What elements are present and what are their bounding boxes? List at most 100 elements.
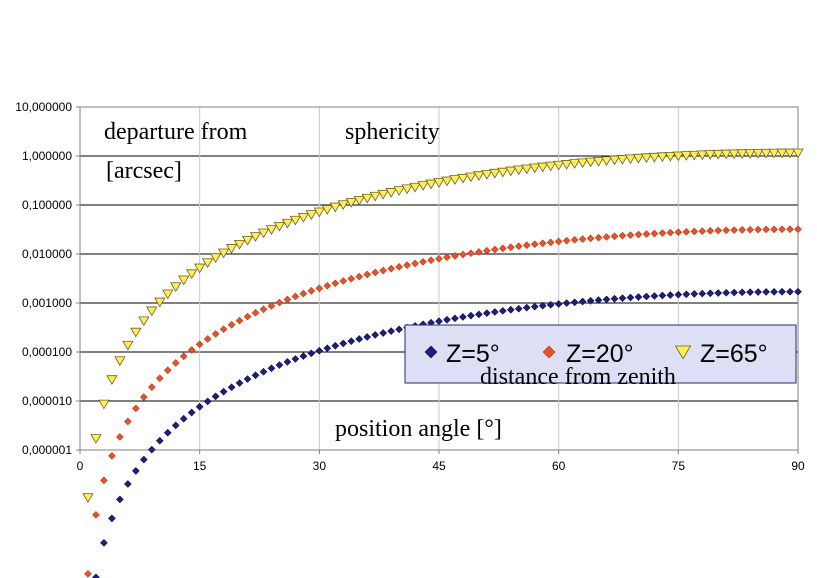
data-point <box>682 290 691 299</box>
data-point <box>307 349 316 358</box>
data-point <box>690 290 699 298</box>
data-point <box>594 296 603 304</box>
data-point <box>778 287 786 296</box>
legend-label: Z=20° <box>566 340 634 368</box>
data-point <box>690 227 699 236</box>
data-point <box>658 291 667 300</box>
data-point <box>106 375 118 385</box>
data-point <box>243 312 252 321</box>
data-point <box>379 266 387 275</box>
data-point <box>602 233 611 241</box>
data-point <box>265 225 278 235</box>
data-point <box>259 367 268 376</box>
legend-marker <box>674 345 692 360</box>
y-tick-label: 0,000010 <box>22 394 72 408</box>
x-axis: 0 15 30 45 60 75 90 <box>77 450 805 473</box>
data-point <box>586 296 595 305</box>
data-point <box>451 314 459 323</box>
data-point <box>427 256 435 265</box>
data-point <box>347 274 356 283</box>
data-point <box>435 317 443 326</box>
ylabel-line2: [arcsec] <box>106 158 182 184</box>
data-point <box>379 329 387 337</box>
data-point <box>578 297 587 306</box>
data-point <box>441 176 453 187</box>
data-point <box>568 159 581 169</box>
data-point <box>610 294 619 303</box>
data-point <box>618 231 627 240</box>
y-tick-label: 0,000001 <box>22 443 72 457</box>
data-point <box>712 149 724 160</box>
data-point <box>84 570 92 578</box>
data-point <box>746 225 754 234</box>
data-point <box>794 225 802 234</box>
data-point <box>760 148 772 159</box>
data-point <box>132 467 140 475</box>
data-point <box>267 364 276 373</box>
data-point <box>201 258 214 269</box>
data-point <box>554 237 563 246</box>
x-tick-label: 0 <box>77 459 84 473</box>
data-point <box>92 511 100 519</box>
data-point <box>411 259 419 268</box>
xlabel: position angle [°] <box>335 416 502 442</box>
data-point <box>347 337 356 346</box>
data-point <box>562 236 571 245</box>
data-point <box>369 191 381 202</box>
legend: Z=5° Z=20° Z=65° distance from zenith <box>404 324 797 390</box>
data-point <box>586 234 595 243</box>
data-point <box>770 288 778 296</box>
data-point <box>481 170 493 180</box>
data-point <box>664 151 677 162</box>
legend-marker <box>424 345 438 359</box>
data-point <box>730 288 739 297</box>
data-point <box>195 340 204 349</box>
data-point <box>744 149 756 159</box>
data-point <box>217 248 230 259</box>
data-point <box>578 235 587 243</box>
data-point <box>419 258 427 266</box>
data-point <box>187 408 196 417</box>
data-point <box>291 292 300 301</box>
data-point <box>130 327 142 338</box>
data-point <box>616 155 629 165</box>
data-point <box>243 375 252 383</box>
data-point <box>498 244 507 253</box>
data-point <box>720 149 732 160</box>
y-tick-label: 0,000100 <box>22 345 72 359</box>
data-point <box>538 301 547 310</box>
data-point <box>387 327 395 335</box>
x-tick-label: 30 <box>313 459 327 473</box>
data-point <box>592 157 605 167</box>
y-tick-label: 0,010000 <box>22 247 72 261</box>
data-point <box>329 202 341 213</box>
data-point <box>714 289 723 297</box>
data-point <box>465 172 477 183</box>
data-point <box>283 295 292 304</box>
data-point <box>139 393 148 401</box>
data-point <box>241 235 254 246</box>
data-point <box>92 573 100 578</box>
data-point <box>251 371 260 380</box>
legend-entry: Z=65° <box>674 340 768 368</box>
data-point <box>576 158 589 169</box>
data-point <box>560 160 573 170</box>
series-2 <box>84 225 802 578</box>
data-point <box>722 226 731 235</box>
data-point <box>251 309 260 317</box>
data-point <box>570 298 579 307</box>
data-point <box>706 289 715 298</box>
data-point <box>706 227 715 235</box>
data-point <box>281 218 294 229</box>
data-point <box>530 240 539 249</box>
data-point <box>361 193 373 204</box>
data-point <box>530 302 539 311</box>
data-point <box>417 181 429 191</box>
data-point <box>82 493 94 503</box>
data-point <box>546 238 555 247</box>
data-point <box>273 221 286 232</box>
data-point <box>193 263 206 274</box>
data-point <box>736 149 748 159</box>
data-point <box>170 282 182 293</box>
data-point <box>100 538 108 547</box>
